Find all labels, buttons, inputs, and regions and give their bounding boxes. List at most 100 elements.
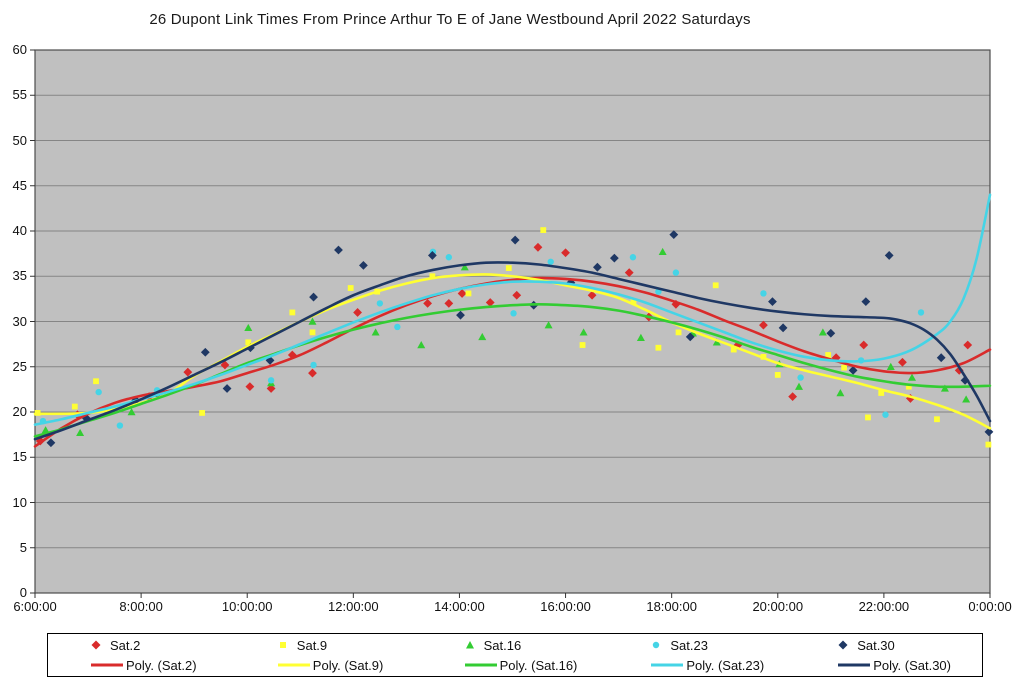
data-point-Sat.30 — [768, 297, 777, 306]
y-tick-label: 55 — [12, 87, 27, 103]
x-tick-label: 0:00:00 — [968, 599, 1012, 614]
data-point-Sat.2 — [587, 290, 597, 300]
legend-item-Sat.2: Sat.2 — [48, 638, 235, 653]
data-point-Sat.9 — [905, 383, 912, 390]
data-point-Sat.9 — [774, 371, 781, 378]
data-point-Sat.16 — [818, 328, 827, 336]
data-point-Sat.30 — [609, 253, 619, 263]
data-point-Sat.23 — [510, 310, 517, 317]
data-point-Sat.23 — [797, 374, 804, 381]
legend-item-Poly. (Sat.23): Poly. (Sat.23) — [608, 658, 795, 673]
legend-item-Sat.23: Sat.23 — [608, 638, 795, 653]
data-point-Sat.9 — [865, 414, 871, 421]
data-point-Sat.9 — [579, 342, 586, 348]
data-point-Sat.23 — [547, 258, 554, 265]
data-point-Sat.30 — [669, 230, 679, 240]
trendline-legend-icon — [277, 663, 310, 667]
data-point-Sat.16 — [658, 247, 667, 256]
data-point-Sat.2 — [624, 268, 634, 278]
data-point-Sat.16 — [908, 373, 917, 381]
data-point-Sat.9 — [309, 329, 316, 336]
y-tick-label: 20 — [12, 404, 27, 419]
x-tick-label: 22:00:00 — [858, 599, 910, 614]
x-tick-label: 10:00:00 — [221, 599, 273, 614]
data-point-Sat.30 — [456, 310, 465, 320]
legend-label: Sat.30 — [857, 637, 895, 653]
data-point-Sat.2 — [245, 382, 255, 392]
data-point-Sat.23 — [629, 254, 637, 261]
data-point-Sat.9 — [540, 227, 547, 233]
data-point-Sat.16 — [962, 395, 971, 403]
data-point-Sat.30 — [685, 332, 695, 342]
data-point-Sat.2 — [444, 299, 454, 308]
y-tick-label: 0 — [19, 585, 27, 600]
data-point-Sat.2 — [759, 320, 768, 330]
data-point-Sat.16 — [460, 263, 469, 271]
data-point-Sat.16 — [417, 341, 426, 349]
data-point-Sat.9 — [655, 344, 662, 351]
legend-label: Sat.16 — [483, 637, 522, 653]
trendline-legend-icon — [838, 663, 871, 667]
y-tick-label: 50 — [12, 132, 27, 148]
data-point-Sat.2 — [561, 248, 570, 258]
data-point-Sat.23 — [267, 377, 275, 384]
diamond-legend-icon — [838, 640, 848, 650]
data-point-Sat.23 — [95, 388, 102, 396]
x-tick-label: 6:00:00 — [13, 599, 57, 614]
data-point-Sat.23 — [917, 309, 925, 316]
legend-item-Poly. (Sat.30): Poly. (Sat.30) — [795, 658, 982, 673]
data-point-Sat.2 — [485, 298, 495, 307]
trendline-Poly. (Sat.23) — [33, 193, 992, 426]
data-point-Sat.2 — [220, 360, 230, 370]
x-tick-label: 20:00:00 — [752, 599, 804, 614]
data-point-Sat.16 — [886, 362, 895, 370]
data-point-Sat.30 — [936, 353, 946, 363]
data-point-Sat.9 — [347, 285, 354, 291]
data-point-Sat.23 — [672, 269, 680, 276]
y-tick-label: 15 — [12, 449, 27, 465]
legend-item-Sat.9: Sat.9 — [235, 638, 422, 653]
data-point-Sat.23 — [882, 411, 889, 418]
data-point-Sat.9 — [985, 441, 992, 448]
legend-label: Sat.23 — [670, 637, 708, 653]
data-point-Sat.9 — [465, 290, 472, 297]
legend-label: Poly. (Sat.23) — [686, 657, 765, 673]
data-point-Sat.2 — [898, 357, 907, 367]
data-point-Sat.30 — [826, 328, 836, 338]
circle-legend-icon — [653, 641, 660, 649]
data-point-Sat.2 — [457, 289, 467, 298]
data-point-Sat.9 — [199, 410, 206, 416]
data-point-Sat.23 — [760, 290, 767, 297]
data-point-Sat.30 — [309, 292, 318, 302]
data-point-Sat.30 — [861, 297, 871, 306]
data-point-Sat.9 — [630, 298, 637, 305]
data-point-Sat.30 — [334, 245, 343, 255]
data-point-Sat.9 — [245, 339, 252, 346]
data-point-Sat.2 — [308, 368, 317, 378]
x-tick-label: 18:00:00 — [646, 599, 697, 614]
data-point-Sat.30 — [46, 438, 56, 448]
data-point-Sat.9 — [712, 282, 719, 289]
data-point-Sat.2 — [512, 290, 522, 300]
legend: Sat.2 Sat.9 Sat.16 Sat.23 Sat.30 Poly. (Sat.… — [47, 633, 983, 677]
x-tick-label: 8:00:00 — [119, 599, 163, 614]
data-point-Sat.16 — [371, 328, 380, 336]
data-point-Sat.9 — [93, 378, 99, 385]
data-point-Sat.9 — [841, 364, 847, 371]
data-point-Sat.2 — [353, 308, 362, 317]
diamond-legend-icon — [91, 640, 101, 650]
data-point-Sat.23 — [116, 422, 124, 429]
data-point-Sat.2 — [859, 340, 869, 350]
data-point-Sat.2 — [954, 365, 964, 375]
legend-label: Poly. (Sat.16) — [499, 657, 578, 673]
data-point-Sat.23 — [394, 323, 401, 331]
data-point-Sat.2 — [533, 242, 543, 252]
data-point-Sat.30 — [984, 427, 994, 437]
data-point-Sat.16 — [41, 426, 50, 434]
trendline-legend-icon — [91, 663, 123, 667]
data-point-Sat.9 — [934, 416, 940, 423]
data-point-Sat.9 — [825, 352, 832, 358]
data-point-Sat.2 — [423, 299, 433, 308]
y-tick-label: 45 — [12, 177, 27, 193]
